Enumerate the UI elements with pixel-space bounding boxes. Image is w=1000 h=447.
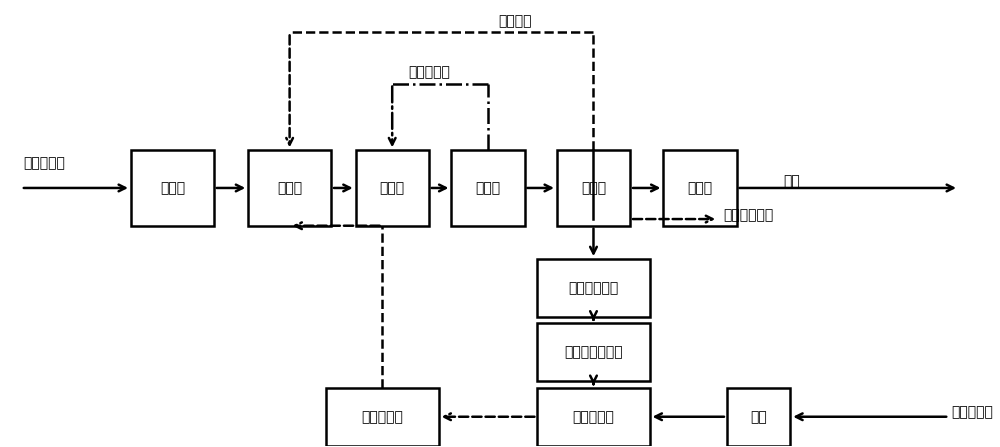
Text: 好氧池: 好氧池 — [475, 181, 501, 195]
Text: 秸秆浸泡池: 秸秆浸泡池 — [573, 410, 614, 424]
Text: 粉碎: 粉碎 — [750, 410, 767, 424]
Text: 二沉池: 二沉池 — [581, 181, 606, 195]
Bar — [557, 150, 630, 226]
Bar — [537, 259, 650, 317]
Bar — [537, 324, 650, 381]
Text: 低强度超声破解: 低强度超声破解 — [564, 346, 623, 359]
Text: 缺氧池: 缺氧池 — [380, 181, 405, 195]
Bar — [537, 388, 650, 446]
Text: 剩余污泥排放: 剩余污泥排放 — [723, 208, 773, 223]
Bar — [451, 150, 525, 226]
Text: 回流污泥: 回流污泥 — [499, 14, 532, 28]
Text: 厌氧池: 厌氧池 — [277, 181, 302, 195]
Text: 消毒池: 消毒池 — [687, 181, 713, 195]
Bar — [248, 150, 331, 226]
Text: 剩余污泥浓缩: 剩余污泥浓缩 — [568, 281, 619, 295]
Bar — [131, 150, 214, 226]
Text: 农作物秸秆: 农作物秸秆 — [951, 405, 993, 419]
Bar — [727, 388, 790, 446]
Bar — [326, 388, 439, 446]
Text: 初沉池: 初沉池 — [160, 181, 185, 195]
Text: 沉砂池出水: 沉砂池出水 — [23, 156, 65, 170]
Bar — [663, 150, 737, 226]
Text: 出水: 出水 — [783, 174, 800, 188]
Bar — [356, 150, 429, 226]
Text: 水解酸化池: 水解酸化池 — [361, 410, 403, 424]
Text: 硝化液回流: 硝化液回流 — [408, 65, 450, 80]
